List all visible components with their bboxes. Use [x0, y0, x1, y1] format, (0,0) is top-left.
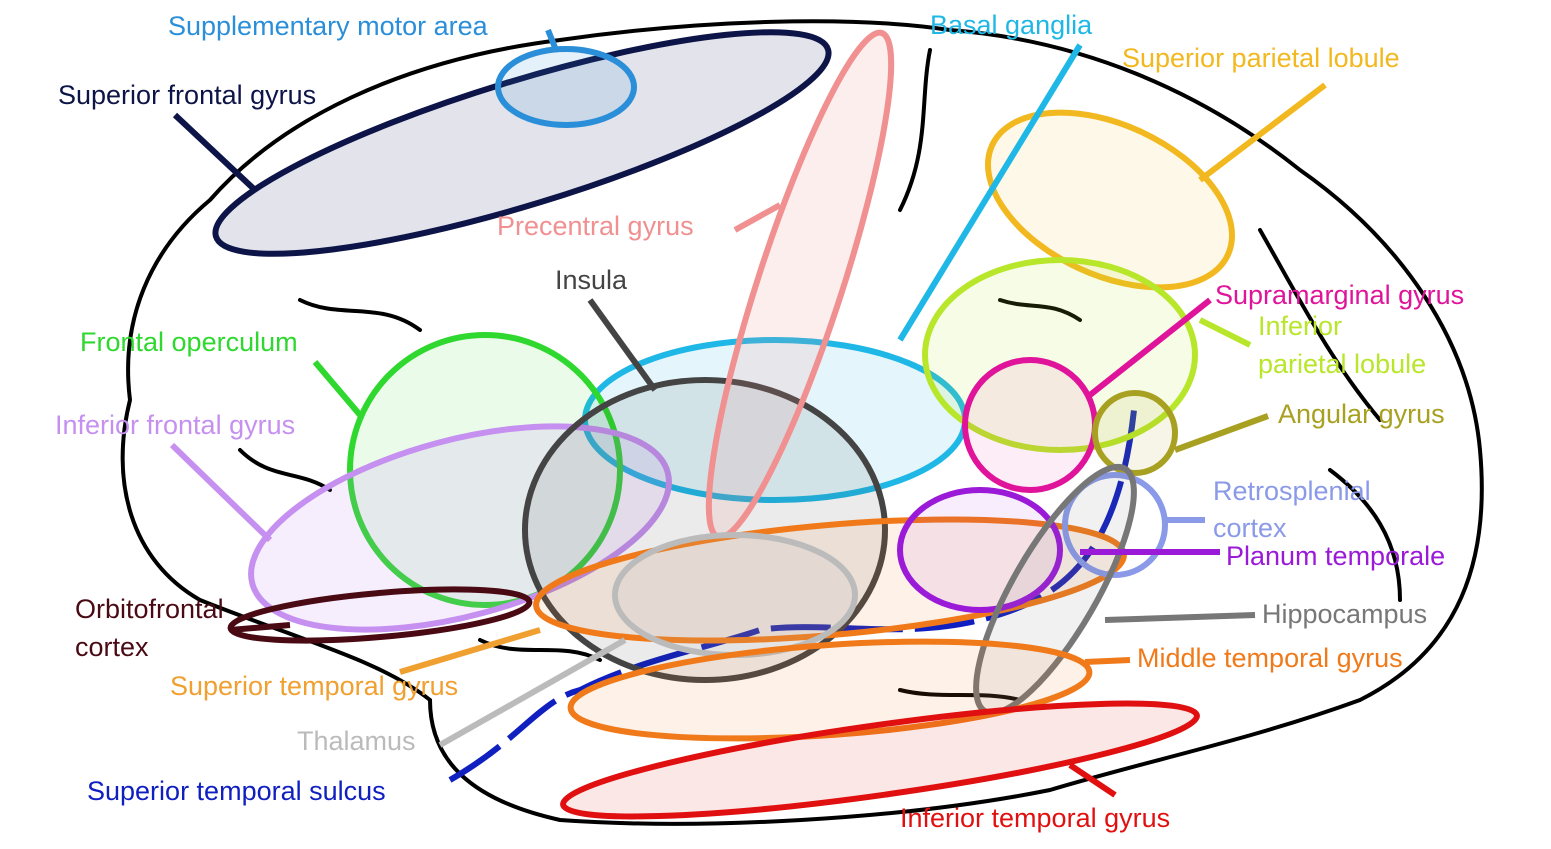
label: Inferior	[1258, 311, 1342, 341]
label: Orbitofrontal	[75, 594, 224, 624]
label: Angular gyrus	[1278, 399, 1445, 429]
label: Superior temporal sulcus	[87, 776, 386, 806]
label: Frontal operculum	[80, 327, 298, 357]
brain-diagram: Supplementary motor area Superior fronta…	[0, 0, 1551, 849]
label: parietal lobule	[1258, 349, 1426, 379]
label: Hippocampus	[1262, 599, 1427, 629]
label: Superior frontal gyrus	[58, 80, 316, 110]
label: Basal ganglia	[930, 10, 1093, 40]
label: Retrosplenial	[1213, 476, 1371, 506]
label: Insula	[555, 265, 628, 295]
label: Planum temporale	[1226, 541, 1445, 571]
label: cortex	[1213, 513, 1287, 543]
label: Precentral gyrus	[497, 211, 694, 241]
label: Inferior temporal gyrus	[900, 803, 1170, 833]
label: Thalamus	[297, 726, 416, 756]
label: Middle temporal gyrus	[1137, 643, 1403, 673]
label: Superior temporal gyrus	[170, 671, 458, 701]
region	[498, 49, 634, 125]
region	[615, 535, 855, 655]
region	[965, 360, 1095, 490]
label: Superior parietal lobule	[1122, 43, 1400, 73]
label: Supplementary motor area	[168, 11, 489, 41]
label: Supramarginal gyrus	[1215, 280, 1464, 310]
label: Inferior frontal gyrus	[55, 410, 295, 440]
region	[1095, 393, 1175, 473]
label: cortex	[75, 632, 149, 662]
